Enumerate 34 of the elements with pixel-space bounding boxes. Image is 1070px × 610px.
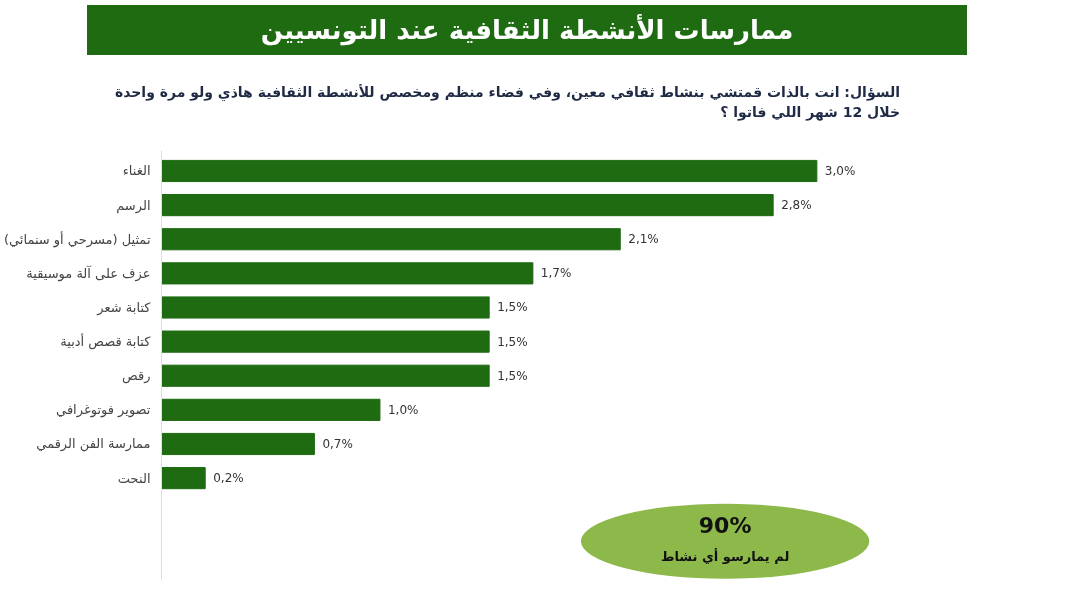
bar [161,432,315,456]
chart-title: ممارسات الأنشطة الثقافية عند التونسيين [260,13,794,48]
data-label: 1,5% [497,334,528,349]
y-tick-label: تمثيل (مسرحي أو سنمائي) [3,230,151,248]
y-tick-label: ممارسة الفن الرقمي [36,436,151,453]
y-tick-label: رقص [122,368,151,385]
data-label: 1,5% [497,368,528,383]
data-label: 3,0% [824,163,856,178]
data-label: 1,5% [497,300,528,315]
y-tick-label: الرسم [116,197,151,214]
bar [161,194,774,217]
data-label: 0,7% [322,436,353,451]
data-label: 1,7% [540,266,572,281]
bar [161,467,206,490]
bar [161,296,490,319]
y-tick-label: الغناء [122,163,151,179]
data-label: 2,8% [781,198,812,213]
text: لم يمارسو أي نشاط [660,548,790,565]
y-tick-label: النحت [117,470,151,486]
bar [161,330,490,353]
data-label: 2,1% [628,232,659,247]
y-tick-label: تصوير فوتوغرافي [56,402,151,419]
bar [161,228,621,251]
data-label: 1,0% [387,402,419,417]
bar [161,364,490,387]
y-tick-label: عزف على آلة موسيقية [26,264,151,282]
bar [161,398,381,421]
data-label: 0,2% [213,471,244,486]
bar [161,159,818,183]
y-tick-label: كتابة قصص أدبية [60,333,152,351]
text: 90% [698,513,752,539]
bar [161,262,534,285]
y-tick-label: كتابة شعر [96,299,152,316]
chart-subtitle: السؤال: انت بالذات قمتشي بنشاط ثقافي معين، وفي فضاء منظم ومخصص للأنشطة الثقافية هاذي ولو مرة واحدة خلال 12 شهر اللي فاتوا ؟ [113,83,900,122]
